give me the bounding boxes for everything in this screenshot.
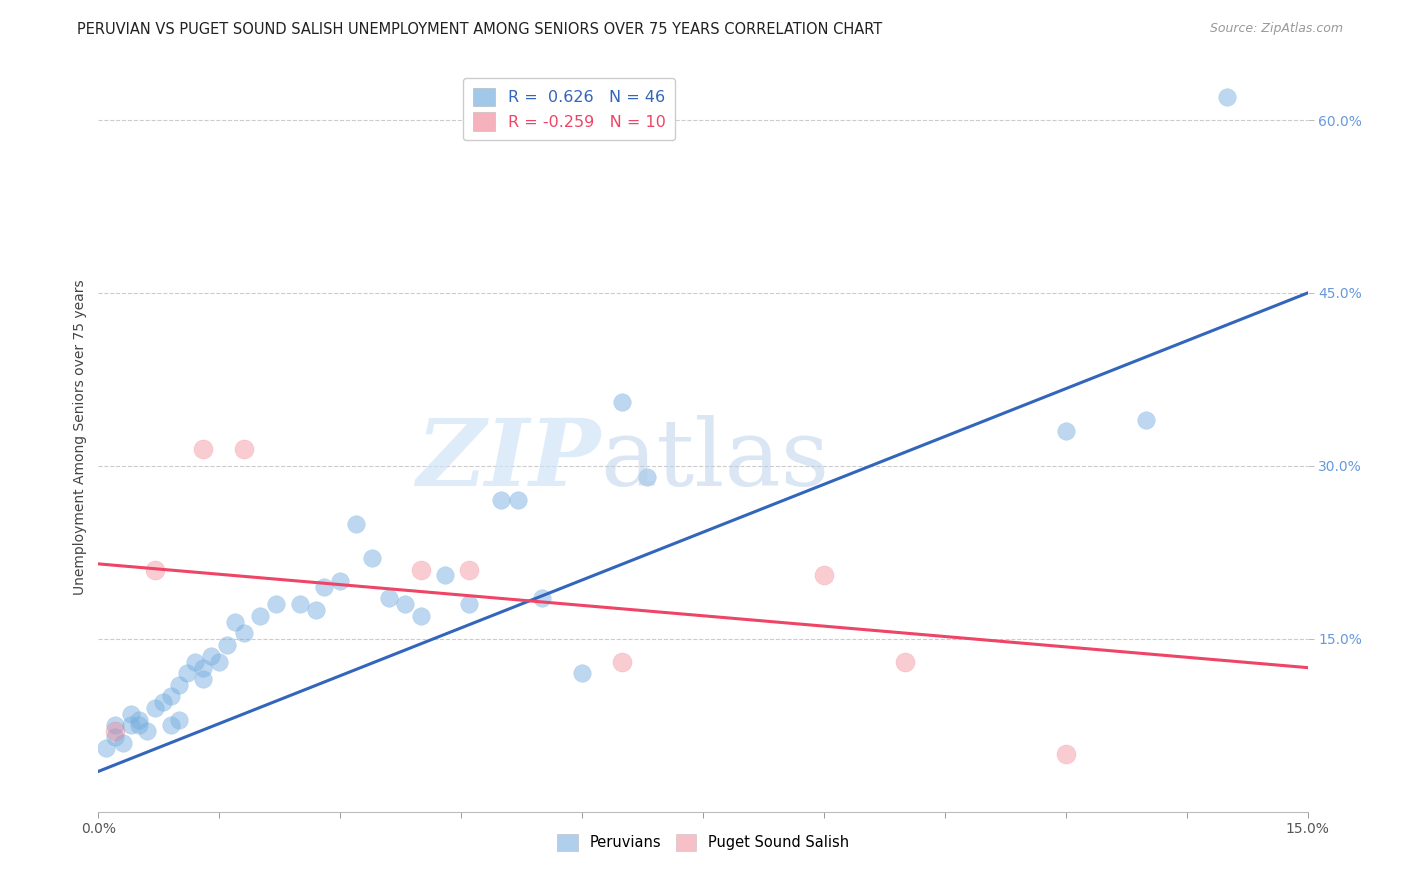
Text: atlas: atlas <box>600 415 830 505</box>
Point <box>208 655 231 669</box>
Point <box>111 735 134 749</box>
Text: Source: ZipAtlas.com: Source: ZipAtlas.com <box>1209 22 1343 36</box>
Point <box>160 718 183 732</box>
Point <box>409 608 432 623</box>
Point <box>120 706 142 721</box>
Point <box>249 608 271 623</box>
Point <box>458 563 481 577</box>
Point <box>224 615 246 629</box>
Point <box>813 568 835 582</box>
Point <box>893 655 915 669</box>
Point <box>530 591 553 606</box>
Point <box>167 713 190 727</box>
Point <box>264 597 287 611</box>
Point <box>612 655 634 669</box>
Point <box>361 551 384 566</box>
Point <box>193 442 215 456</box>
Point <box>167 678 190 692</box>
Point <box>1135 413 1157 427</box>
Point <box>143 701 166 715</box>
Legend: Peruvians, Puget Sound Salish: Peruvians, Puget Sound Salish <box>551 829 855 857</box>
Point <box>193 660 215 674</box>
Point <box>128 713 150 727</box>
Point <box>1054 747 1077 761</box>
Point <box>506 493 529 508</box>
Point <box>314 580 336 594</box>
Point <box>377 591 399 606</box>
Point <box>288 597 311 611</box>
Y-axis label: Unemployment Among Seniors over 75 years: Unemployment Among Seniors over 75 years <box>73 279 87 595</box>
Point <box>329 574 352 589</box>
Point <box>120 718 142 732</box>
Point <box>193 672 215 686</box>
Point <box>232 626 254 640</box>
Point <box>636 470 658 484</box>
Point <box>152 695 174 709</box>
Point <box>184 655 207 669</box>
Point <box>409 563 432 577</box>
Point <box>571 666 593 681</box>
Point <box>103 724 125 739</box>
Point <box>217 638 239 652</box>
Text: ZIP: ZIP <box>416 415 600 505</box>
Point <box>434 568 457 582</box>
Point <box>394 597 416 611</box>
Point <box>96 741 118 756</box>
Point <box>491 493 513 508</box>
Point <box>305 603 328 617</box>
Point <box>200 649 222 664</box>
Point <box>135 724 157 739</box>
Point <box>458 597 481 611</box>
Point <box>1054 425 1077 439</box>
Point <box>176 666 198 681</box>
Point <box>103 718 125 732</box>
Point <box>128 718 150 732</box>
Point <box>143 563 166 577</box>
Point <box>344 516 367 531</box>
Point <box>160 690 183 704</box>
Text: PERUVIAN VS PUGET SOUND SALISH UNEMPLOYMENT AMONG SENIORS OVER 75 YEARS CORRELAT: PERUVIAN VS PUGET SOUND SALISH UNEMPLOYM… <box>77 22 883 37</box>
Point <box>1216 90 1239 104</box>
Point <box>103 730 125 744</box>
Point <box>612 395 634 409</box>
Point <box>232 442 254 456</box>
